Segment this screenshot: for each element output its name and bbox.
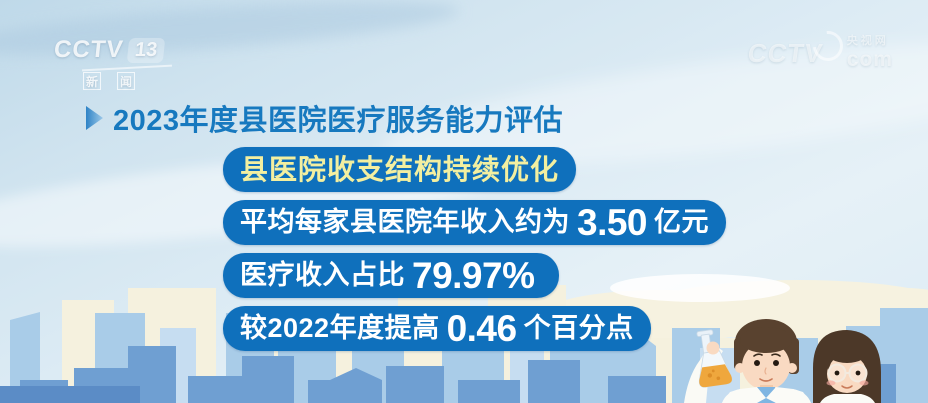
cctv-com-logo: CCTV 央视网 com <box>746 24 893 71</box>
change-unit: 个百分点 <box>523 313 634 343</box>
headline: 2023年度县医院医疗服务能力评估 <box>86 97 563 139</box>
cctv13-logo: CCTV 13 新 闻 <box>52 36 172 90</box>
network-name: 央视网 <box>846 35 889 47</box>
cctv-wordmark: CCTV <box>52 36 125 63</box>
page-title: 2023年度县医院医疗服务能力评估 <box>113 105 564 137</box>
stat-card-highlight: 县医院收支结构持续优化 <box>223 147 577 192</box>
channel-number-badge: 13 <box>127 37 166 63</box>
share-value: 79.97% <box>412 255 535 296</box>
change-value: 0.46 <box>446 308 518 349</box>
stat-card-revenue: 平均每家县医院年收入约为 3.50 亿元 <box>223 200 727 245</box>
network-domain: com <box>846 48 893 71</box>
change-label: 较2022年度提高 <box>240 313 440 343</box>
play-triangle-icon <box>86 106 103 130</box>
medical-workers-illustration <box>684 319 881 403</box>
share-label: 医疗收入占比 <box>240 260 405 290</box>
revenue-value: 3.50 <box>577 202 648 243</box>
skyline-front-layer <box>0 346 896 403</box>
revenue-unit: 亿元 <box>654 207 710 237</box>
revenue-label: 平均每家县医院年收入约为 <box>240 207 570 237</box>
male-doctor <box>684 319 811 403</box>
female-doctor <box>813 330 881 403</box>
flask-icon <box>696 329 733 388</box>
channel-name-char: 新 <box>83 72 101 90</box>
logo-divider <box>82 64 172 72</box>
highlight-text: 县医院收支结构持续优化 <box>240 153 560 185</box>
channel-name-char: 闻 <box>117 72 135 90</box>
stat-card-share: 医疗收入占比 79.97% <box>223 253 559 298</box>
stat-card-change: 较2022年度提高 0.46 个百分点 <box>223 306 651 351</box>
